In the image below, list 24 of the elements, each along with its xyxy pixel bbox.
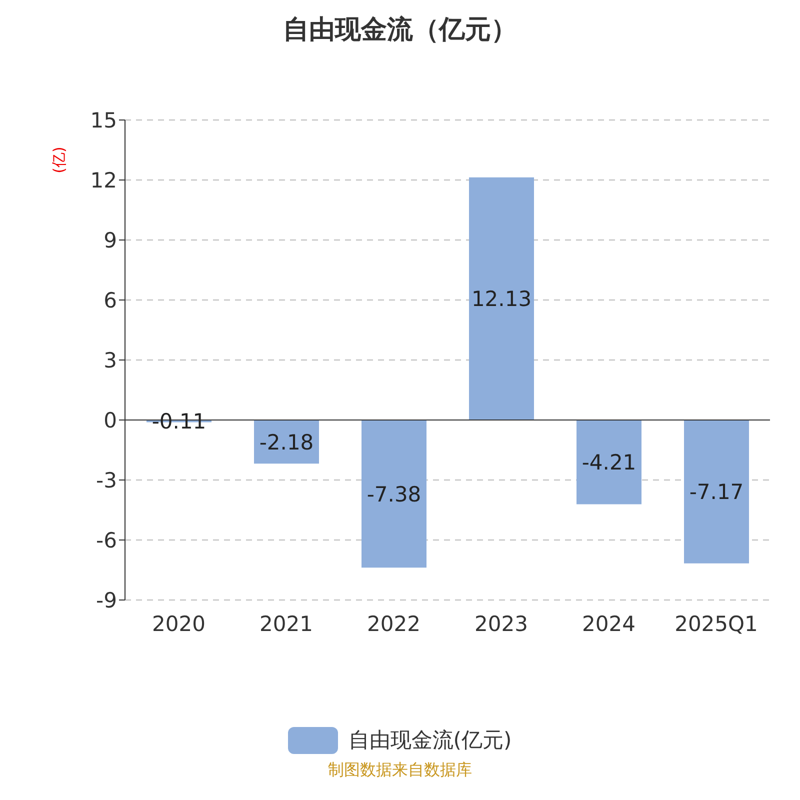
data-label: -4.21: [582, 450, 636, 475]
legend-label: 自由现金流(亿元): [348, 727, 512, 754]
chart-title: 自由现金流（亿元）: [282, 14, 518, 47]
y-tick-label: 3: [104, 348, 117, 372]
x-tick-label: 2025Q1: [674, 612, 758, 636]
text: 制图数据来自数据库: [327, 760, 473, 781]
y-tick-label: 15: [90, 108, 117, 132]
y-axis-title: (亿): [50, 146, 69, 176]
data-label: 12.13: [471, 287, 532, 312]
y-tick-label: 9: [104, 228, 117, 252]
y-tick-label: 6: [104, 288, 117, 312]
y-tick-label: 12: [90, 168, 117, 192]
y-tick-label: 0: [104, 408, 117, 432]
data-label: -7.38: [366, 482, 422, 506]
x-tick-label: 2021: [260, 612, 313, 636]
x-tick-label: 2024: [582, 612, 636, 636]
data-label: -2.18: [259, 430, 314, 454]
y-tick-label: -6: [96, 528, 117, 552]
x-tick-label: 2023: [474, 612, 528, 636]
x-tick-label: 2020: [152, 612, 206, 636]
x-tick-label: 2022: [367, 612, 420, 636]
y-tick-label: -3: [96, 468, 117, 492]
y-tick-label: -9: [96, 588, 117, 612]
data-label: -7.17: [689, 480, 744, 504]
